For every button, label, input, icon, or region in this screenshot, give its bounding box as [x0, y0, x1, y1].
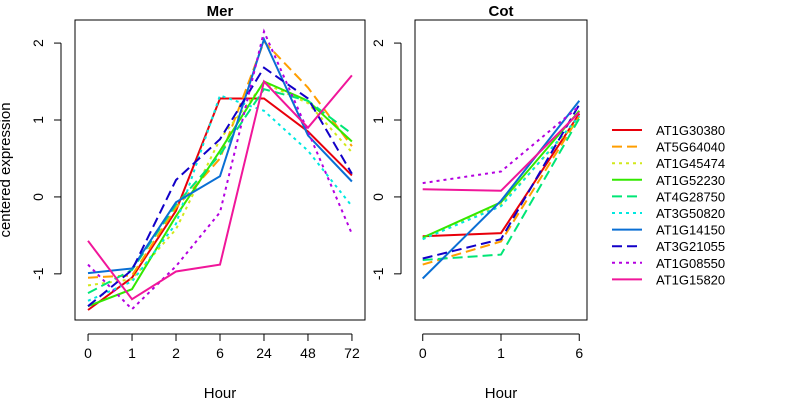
x-axis-label: Hour: [204, 385, 237, 400]
panel-title: Mer: [207, 3, 234, 20]
legend-label: AT1G30380: [656, 123, 725, 138]
y-tick-label: 1: [370, 116, 386, 124]
panel-title: Cot: [489, 3, 514, 20]
series-line-at3g50820: [422, 115, 581, 241]
legend-label: AT1G45474: [656, 156, 725, 171]
legend-label: AT1G08550: [656, 256, 725, 271]
x-tick-label: 6: [216, 345, 224, 361]
series-line-at1g45474: [87, 81, 353, 287]
series-line-at4g28750: [87, 88, 353, 294]
series-line-at4g28750: [422, 118, 581, 261]
series-line-at5g64040: [87, 39, 353, 279]
y-tick-label: 2: [30, 39, 46, 47]
x-tick-label: 1: [497, 345, 505, 361]
plot-frame: [74, 19, 366, 321]
y-tick-label: -1: [30, 267, 46, 280]
legend-label: AT4G28750: [656, 189, 725, 204]
x-tick-label: 1: [128, 345, 136, 361]
legend-label: AT1G52230: [656, 173, 725, 188]
series-line-at1g15820: [87, 74, 353, 301]
y-tick-label: 0: [370, 193, 386, 201]
x-tick-label: 48: [300, 345, 316, 361]
y-tick-label: 0: [30, 193, 46, 201]
panel-cot: Cot 0 1 6 -1 0 1 2 Hour: [370, 3, 588, 400]
y-tick-label: 1: [30, 116, 46, 124]
panel-mer: Mer 0 1 2 6 24 48 72 -1 0 1 2 Hour centered expressio…: [0, 3, 366, 400]
series-line-at3g21055: [87, 66, 353, 307]
series-line-at3g21055: [422, 104, 581, 260]
legend-label: AT3G21055: [656, 239, 725, 254]
x-tick-label: 24: [256, 345, 272, 361]
series-line-at1g30380: [422, 113, 581, 238]
series-line-at1g15820: [422, 111, 581, 192]
series-line-at3g50820: [87, 94, 353, 302]
legend-label: AT3G50820: [656, 206, 725, 221]
x-tick-label: 0: [419, 345, 427, 361]
x-tick-label: 2: [172, 345, 180, 361]
series-line-at5g64040: [422, 115, 581, 266]
series-line-at1g52230: [422, 110, 581, 239]
x-axis-label: Hour: [485, 385, 518, 400]
y-tick-label: 2: [370, 39, 386, 47]
y-tick-label: -1: [370, 267, 386, 280]
legend-label: AT1G15820: [656, 272, 725, 287]
y-axis-label: centered expression: [0, 102, 14, 237]
series-line-at1g14150: [421, 100, 581, 280]
x-tick-label: 6: [575, 345, 583, 361]
series-line-at1g30380: [87, 97, 353, 311]
plot-frame: [414, 19, 588, 321]
legend-label: AT5G64040: [656, 140, 725, 155]
legend-label: AT1G14150: [656, 223, 725, 238]
x-tick-label: 0: [84, 345, 92, 361]
series-line-at1g14150: [87, 36, 353, 275]
series-line-at1g08550: [87, 28, 353, 311]
series-line-at1g08550: [422, 105, 580, 185]
x-tick-label: 72: [344, 345, 360, 361]
